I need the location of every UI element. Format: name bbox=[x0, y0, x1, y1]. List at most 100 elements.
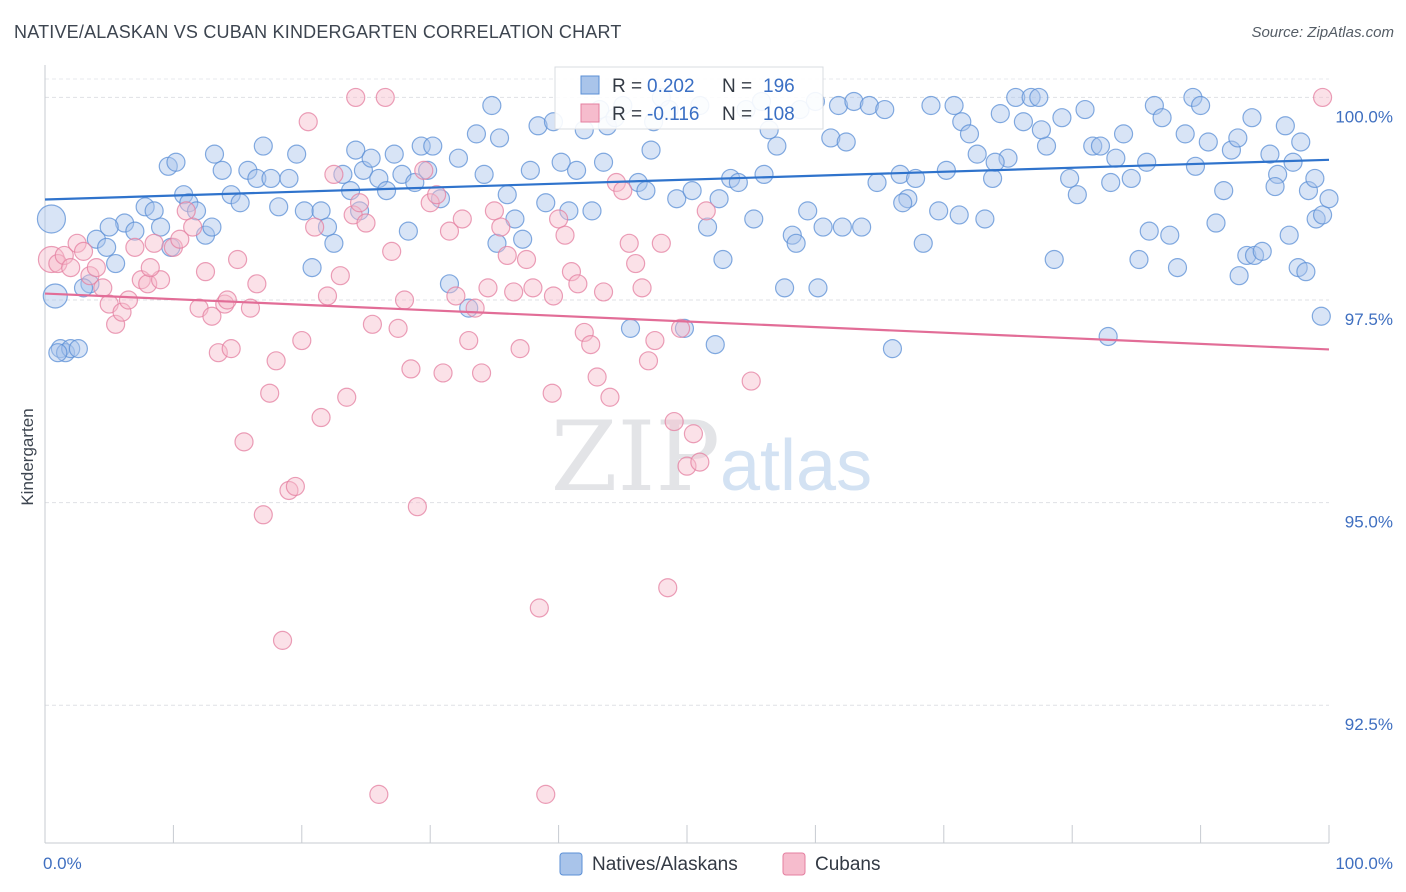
cuban-point bbox=[446, 286, 466, 306]
native-point bbox=[448, 148, 469, 168]
native-point bbox=[875, 99, 895, 120]
native-point bbox=[1137, 152, 1157, 172]
cuban-point bbox=[555, 225, 575, 245]
native-point bbox=[767, 136, 787, 156]
cuban-point bbox=[208, 343, 228, 363]
native-point bbox=[813, 217, 833, 237]
scatter-points bbox=[36, 87, 1339, 804]
native-point bbox=[1121, 168, 1141, 189]
cuban-point bbox=[73, 241, 94, 261]
native-point bbox=[582, 201, 602, 221]
native-point bbox=[1175, 124, 1195, 144]
native-point bbox=[713, 249, 733, 270]
cuban-point bbox=[253, 505, 273, 525]
native-point bbox=[559, 201, 579, 221]
native-point bbox=[230, 193, 250, 213]
cuban-n-label: N = bbox=[722, 104, 752, 125]
cuban-point bbox=[529, 598, 549, 618]
native-point bbox=[369, 168, 389, 189]
native-point bbox=[1083, 136, 1103, 156]
cuban-point bbox=[170, 229, 190, 249]
native-point bbox=[1021, 87, 1041, 108]
cuban-point bbox=[516, 249, 537, 270]
cuban-point bbox=[247, 274, 267, 294]
native-point bbox=[42, 283, 68, 309]
cuban-point bbox=[369, 784, 389, 804]
cuban-point bbox=[324, 164, 344, 185]
cuban-point bbox=[266, 351, 286, 371]
native-point bbox=[744, 209, 764, 229]
native-point bbox=[985, 152, 1005, 172]
native-point bbox=[1198, 132, 1218, 152]
native-point bbox=[1214, 181, 1234, 201]
native-point bbox=[202, 217, 222, 237]
cuban-point bbox=[536, 784, 556, 804]
native-legend-swatch bbox=[559, 852, 583, 876]
native-stats-swatch bbox=[580, 75, 600, 95]
native-point bbox=[125, 221, 145, 241]
native-point bbox=[1139, 221, 1159, 241]
cuban-point bbox=[260, 383, 280, 403]
native-point bbox=[1167, 258, 1188, 278]
y-tick-label-2: 97.5% bbox=[1345, 310, 1393, 329]
native-point bbox=[474, 164, 494, 185]
y-tick-label-1: 95.0% bbox=[1345, 513, 1393, 532]
watermark-atlas: atlas bbox=[720, 426, 872, 506]
cuban-point bbox=[504, 282, 524, 302]
y-axis-title: Kindergarten bbox=[18, 408, 37, 505]
cuban-point bbox=[183, 217, 203, 237]
native-point bbox=[949, 205, 969, 225]
native-point bbox=[398, 221, 418, 241]
native-point bbox=[68, 339, 88, 359]
native-point bbox=[489, 128, 510, 148]
native-point bbox=[269, 197, 289, 217]
x-tick-label-1: 100.0% bbox=[1335, 854, 1393, 873]
trend-lines bbox=[44, 158, 1330, 351]
native-point bbox=[1152, 108, 1172, 128]
native-point bbox=[1113, 124, 1134, 144]
native-point bbox=[882, 339, 903, 359]
native-point bbox=[1013, 112, 1034, 132]
native-point bbox=[1052, 108, 1072, 128]
cuban-point bbox=[452, 209, 472, 229]
cuban-point bbox=[195, 262, 216, 282]
native-point bbox=[1129, 249, 1149, 270]
cuban-point bbox=[561, 262, 582, 282]
cuban-point bbox=[330, 266, 350, 286]
native-point bbox=[786, 233, 806, 253]
native-point bbox=[913, 233, 933, 253]
native-point bbox=[836, 132, 856, 152]
cuban-point bbox=[427, 185, 447, 205]
cuban-stats-swatch bbox=[580, 103, 600, 123]
native-point bbox=[1229, 266, 1249, 286]
native-point bbox=[936, 160, 956, 180]
native-point bbox=[821, 128, 841, 148]
native-point bbox=[1283, 152, 1303, 172]
cuban-legend-swatch bbox=[782, 852, 806, 876]
cuban-point bbox=[292, 330, 312, 351]
native-point bbox=[61, 339, 81, 359]
cuban-point bbox=[478, 278, 498, 298]
cuban-point bbox=[93, 278, 113, 298]
native-point bbox=[1029, 87, 1049, 108]
native-point bbox=[1260, 144, 1280, 164]
native-point bbox=[376, 181, 397, 201]
cuban-point bbox=[382, 241, 402, 261]
native-point bbox=[1252, 241, 1272, 261]
native-point bbox=[754, 164, 774, 185]
cuban-point bbox=[690, 452, 710, 472]
cuban-n-value: 108 bbox=[763, 104, 795, 125]
cuban-point bbox=[356, 213, 376, 233]
native-point bbox=[361, 148, 381, 168]
native-point bbox=[536, 193, 556, 213]
native-point bbox=[411, 136, 431, 156]
cuban-point bbox=[394, 290, 415, 310]
native-point bbox=[1206, 213, 1226, 233]
native-point bbox=[709, 189, 729, 209]
native-point bbox=[384, 144, 404, 164]
cuban-point bbox=[568, 274, 588, 294]
cuban-point bbox=[112, 302, 132, 322]
native-point bbox=[353, 160, 374, 180]
native-point bbox=[593, 152, 614, 172]
